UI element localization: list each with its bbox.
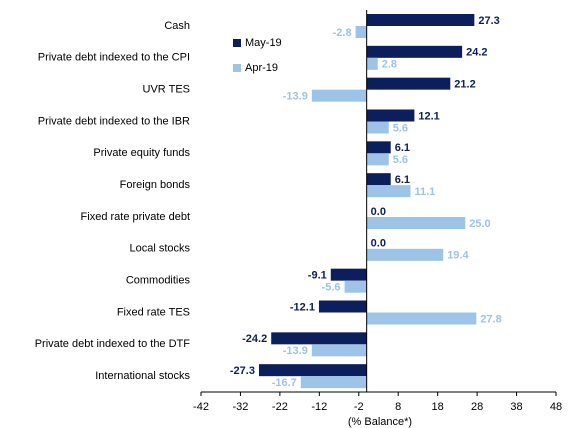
value-label: -27.3 bbox=[230, 365, 255, 377]
category-label: Fixed rate TES bbox=[117, 306, 190, 318]
x-tick-label: 28 bbox=[471, 401, 483, 413]
value-label: 6.1 bbox=[395, 142, 410, 154]
bar bbox=[366, 185, 411, 198]
value-label: 25.0 bbox=[469, 218, 490, 230]
category-label: UVR TES bbox=[143, 84, 190, 96]
bar bbox=[311, 344, 367, 357]
value-label: -9.1 bbox=[308, 270, 327, 282]
value-label: 24.2 bbox=[466, 47, 487, 59]
legend-label: May-19 bbox=[245, 37, 282, 49]
bar bbox=[366, 312, 477, 325]
legend-swatch bbox=[233, 39, 241, 47]
value-label: -13.9 bbox=[283, 345, 308, 357]
category-label: Private debt indexed to the CPI bbox=[38, 52, 190, 64]
value-label: -24.2 bbox=[242, 333, 267, 345]
bar bbox=[366, 248, 444, 261]
legend-swatch bbox=[233, 64, 241, 72]
category-label: Fixed rate private debt bbox=[81, 211, 190, 223]
value-label: -13.9 bbox=[283, 91, 308, 103]
bar bbox=[366, 153, 389, 166]
x-tick-label: -22 bbox=[272, 401, 288, 413]
value-label: 6.1 bbox=[395, 174, 410, 186]
x-tick-label: -2 bbox=[354, 401, 364, 413]
category-label: Local stocks bbox=[129, 243, 190, 255]
value-label: -5.6 bbox=[322, 282, 341, 294]
bar bbox=[366, 173, 391, 186]
bar bbox=[318, 300, 367, 313]
bar bbox=[300, 376, 367, 389]
value-label: 11.1 bbox=[414, 186, 435, 198]
value-label: 5.6 bbox=[393, 122, 408, 134]
bar bbox=[366, 14, 475, 26]
bar bbox=[366, 77, 451, 90]
bar bbox=[271, 332, 367, 345]
value-label: 19.4 bbox=[447, 250, 469, 262]
category-label: Private debt indexed to the DTF bbox=[35, 338, 191, 350]
bar bbox=[366, 217, 466, 229]
category-label: Commodities bbox=[126, 275, 191, 287]
legend-label: Apr-19 bbox=[245, 62, 278, 74]
value-label: 2.8 bbox=[382, 59, 397, 71]
x-axis-label: (% Balance*) bbox=[348, 416, 412, 428]
category-label: Private equity funds bbox=[93, 147, 190, 159]
value-label: 27.3 bbox=[478, 15, 499, 27]
x-tick-label: 18 bbox=[432, 401, 444, 413]
category-label: International stocks bbox=[95, 370, 190, 382]
bar bbox=[366, 141, 391, 154]
value-label: -12.1 bbox=[290, 301, 315, 313]
value-label: 0.0 bbox=[371, 206, 386, 218]
bar bbox=[330, 268, 367, 281]
bar bbox=[366, 45, 463, 58]
x-tick-label: 8 bbox=[395, 401, 401, 413]
x-tick-label: -32 bbox=[232, 401, 248, 413]
value-label: -2.8 bbox=[333, 27, 352, 39]
bar bbox=[366, 121, 389, 134]
bar bbox=[311, 89, 367, 102]
bar bbox=[344, 280, 367, 293]
value-label: -16.7 bbox=[272, 377, 297, 389]
value-label: 5.6 bbox=[393, 154, 408, 166]
x-tick-label: -42 bbox=[193, 401, 209, 413]
bar bbox=[366, 109, 415, 122]
value-label: 0.0 bbox=[371, 238, 386, 250]
category-label: Private debt indexed to the IBR bbox=[38, 115, 190, 127]
value-label: 21.2 bbox=[454, 79, 475, 91]
value-label: 12.1 bbox=[418, 110, 439, 122]
bar bbox=[366, 57, 378, 70]
value-label: 27.8 bbox=[480, 313, 501, 325]
bar bbox=[355, 26, 367, 38]
category-label: Cash bbox=[164, 20, 190, 32]
category-label: Foreign bonds bbox=[120, 179, 191, 191]
bar bbox=[258, 364, 367, 377]
x-tick-label: -12 bbox=[311, 401, 327, 413]
x-tick-label: 38 bbox=[510, 401, 522, 413]
x-tick-label: 48 bbox=[550, 401, 562, 413]
